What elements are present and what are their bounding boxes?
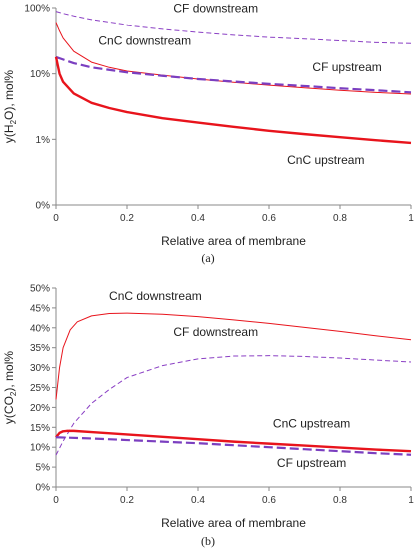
y-tick-label: 45% xyxy=(30,303,50,314)
y-axis-label: y(CO2), mol% xyxy=(2,351,18,424)
x-axis-label: Relative area of membrane xyxy=(161,516,306,530)
series-annotation: CnC downstream xyxy=(98,33,191,47)
panel-b-caption: (b) xyxy=(201,534,215,548)
series-line-cf-upstream xyxy=(55,436,412,456)
y-tick-label: 0% xyxy=(36,201,51,212)
y-tick-label: 50% xyxy=(30,284,50,295)
y-tick-label: 40% xyxy=(30,323,50,334)
y-tick-label: 0% xyxy=(36,483,51,494)
series-annotation: CnC downstream xyxy=(109,289,202,303)
panel-a-caption: (a) xyxy=(201,251,214,265)
x-tick-label: 0.6 xyxy=(262,495,276,506)
series-annotation: CF downstream xyxy=(173,325,258,339)
y-tick-label: 5% xyxy=(36,463,51,474)
x-tick-label: 0.2 xyxy=(120,495,134,506)
series-line-cnc-upstream xyxy=(55,429,412,453)
x-tick-label: 0 xyxy=(53,213,59,224)
series-annotation: CnC upstream xyxy=(287,153,364,167)
series-annotation: CnC upstream xyxy=(273,416,350,430)
series-annotation: CF upstream xyxy=(277,456,346,470)
y-axis-label: y(H2O), mol% xyxy=(2,70,18,143)
x-tick-label: 0.4 xyxy=(191,495,205,506)
series-line-cf-downstream xyxy=(55,355,412,456)
x-tick-label: 1 xyxy=(408,213,414,224)
y-tick-label: 30% xyxy=(30,363,50,374)
y-tick-label: 10% xyxy=(30,443,50,454)
x-tick-label: 0.2 xyxy=(120,213,134,224)
x-tick-label: 0.8 xyxy=(333,213,347,224)
y-tick-label: 15% xyxy=(30,423,50,434)
series-line-cnc-upstream xyxy=(54,56,412,145)
x-tick-label: 0.8 xyxy=(333,495,347,506)
series-line-cf-downstream xyxy=(55,11,412,44)
chart-panel-b: 0% 5% 10% 15% 20% 25% 30% 35% 40% 45% 50% 0 0.2 0.4 0.… xyxy=(2,284,414,531)
y-tick-label: 10% xyxy=(30,69,50,80)
x-tick-label: 0 xyxy=(53,495,59,506)
x-tick-label: 1 xyxy=(408,495,414,506)
chart-panel-a: 0% 1% 10% 100% 0 0.2 0.4 0.6 0.8 1 CF downstream Cn… xyxy=(2,2,414,248)
y-tick-label: 35% xyxy=(30,343,50,354)
y-tick-label: 100% xyxy=(24,4,50,15)
x-tick-label: 0.4 xyxy=(191,213,205,224)
x-tick-label: 0.6 xyxy=(262,213,276,224)
series-annotation: CF upstream xyxy=(312,60,381,74)
y-tick-label: 25% xyxy=(30,383,50,394)
series-annotation: CF downstream xyxy=(173,2,258,16)
series-line-cnc-downstream xyxy=(55,312,412,400)
x-axis-label: Relative area of membrane xyxy=(161,234,306,248)
series-line-cf-upstream xyxy=(55,55,412,94)
y-tick-label: 1% xyxy=(36,135,51,146)
y-tick-label: 20% xyxy=(30,403,50,414)
